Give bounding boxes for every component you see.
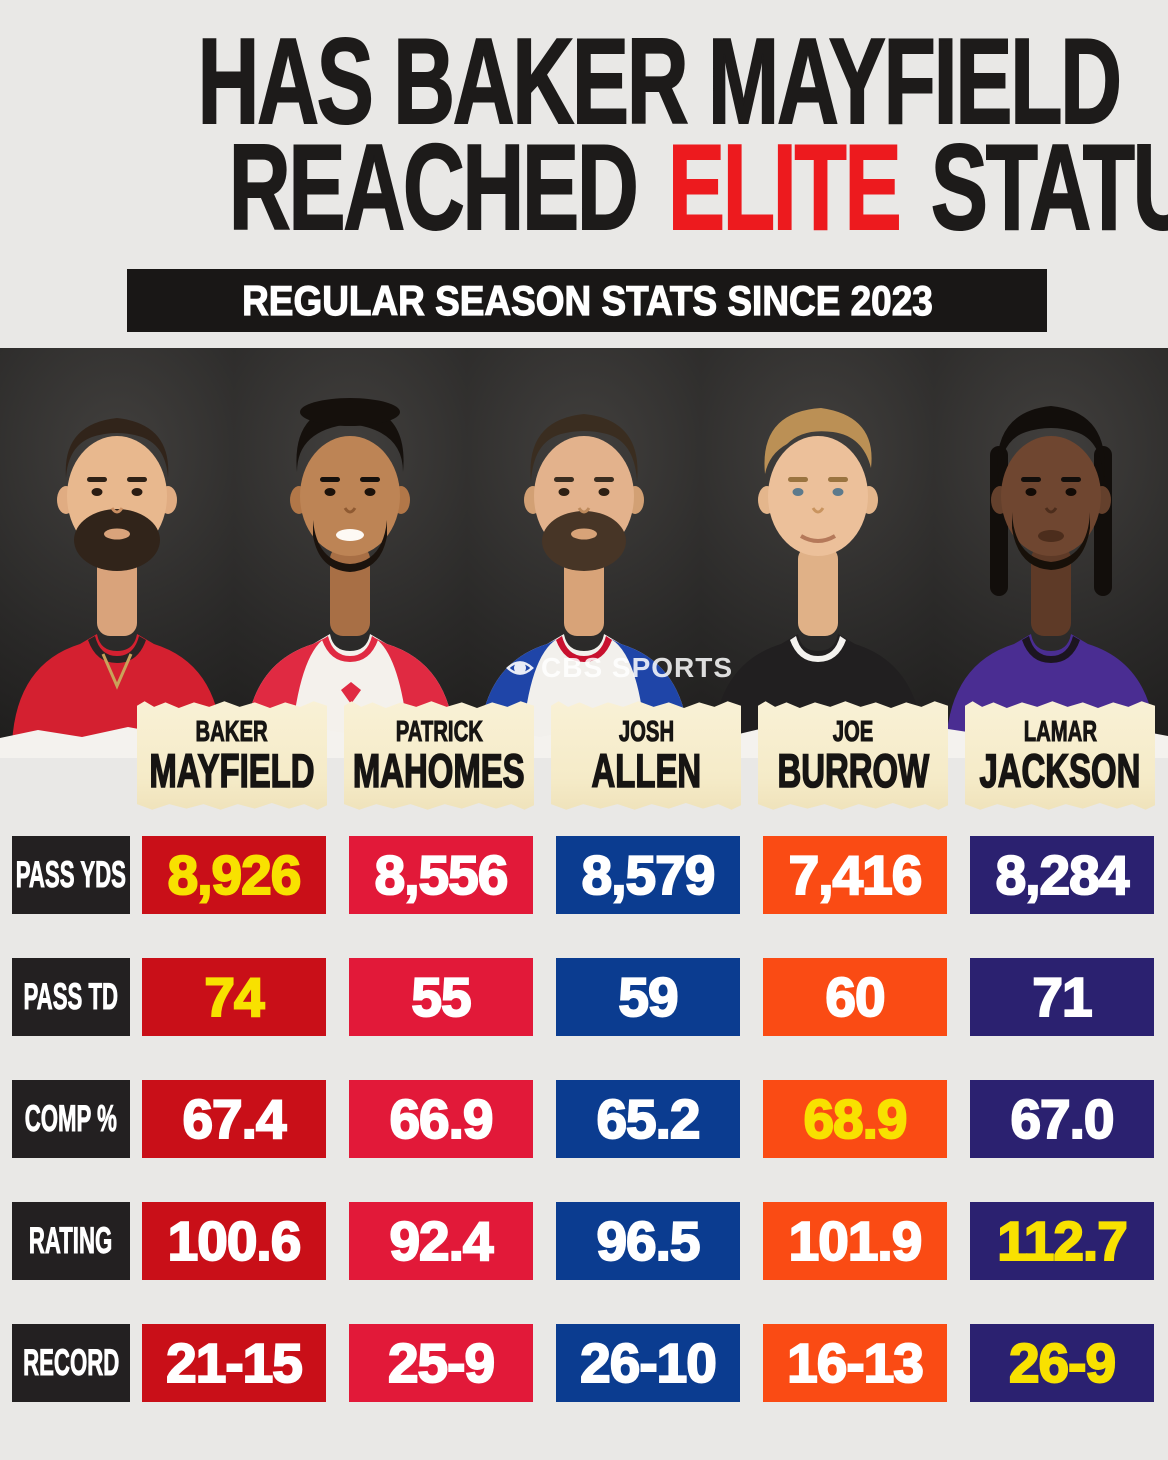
subtitle-bar: REGULAR SEASON STATS SINCE 2023: [127, 269, 1047, 332]
stat-rating-mahomes: 92.4: [349, 1202, 533, 1280]
stat-pass-td-mahomes: 55: [349, 958, 533, 1036]
title-line2-post: STATUS?: [930, 119, 1168, 255]
stat-record-mahomes: 25-9: [349, 1324, 533, 1402]
subtitle-text: REGULAR SEASON STATS SINCE 2023: [241, 276, 933, 324]
row-label-pass-yds: PASS YDS: [12, 836, 130, 914]
player-first-name: PATRICK: [395, 716, 483, 748]
stat-pass-yds-mayfield: 8,926: [142, 836, 326, 914]
stat-comp-pct-jackson: 67.0: [970, 1080, 1154, 1158]
player-first-name: JOE: [832, 716, 874, 748]
title-line-1: HAS BAKER MAYFIELD: [197, 13, 1123, 149]
page-title: HAS BAKER MAYFIELD REACHED ELITE STATUS?: [0, 13, 1168, 249]
row-label-rating: RATING: [12, 1202, 130, 1280]
row-label-record: RECORD: [12, 1324, 130, 1402]
row-label-comp-pct: COMP %: [12, 1080, 130, 1158]
player-photo-patrick-mahomes: [233, 348, 468, 742]
player-bust-illustration: [946, 406, 1157, 742]
stat-pass-yds-burrow: 7,416: [763, 836, 947, 914]
stat-pass-yds-allen: 8,579: [556, 836, 740, 914]
name-tag-baker-mayfield: BAKER MAYFIELD: [137, 701, 327, 810]
stat-record-mayfield: 21-15: [142, 1324, 326, 1402]
player-photo-joe-burrow: [700, 348, 935, 742]
title-elite-highlight: ELITE: [667, 119, 902, 255]
stat-rating-mayfield: 100.6: [142, 1202, 326, 1280]
watermark-text: CBS SPORTS: [541, 652, 734, 683]
player-last-name: MAHOMES: [353, 744, 526, 797]
player-first-name: JOSH: [618, 716, 674, 748]
row-label-pass-td: PASS TD: [12, 958, 130, 1036]
player-last-name: BURROW: [777, 744, 930, 797]
stat-comp-pct-allen: 65.2: [556, 1080, 740, 1158]
player-bust-illustration: [11, 418, 222, 742]
stat-pass-td-mayfield: 74: [142, 958, 326, 1036]
stat-record-allen: 26-10: [556, 1324, 740, 1402]
player-bust-illustration: [712, 408, 923, 742]
title-line-2: REACHED ELITE STATUS?: [0, 125, 1168, 249]
name-tag-lamar-jackson: LAMAR JACKSON: [965, 701, 1155, 810]
player-first-name: BAKER: [195, 716, 269, 748]
stat-pass-td-burrow: 60: [763, 958, 947, 1036]
player-photo-baker-mayfield: [0, 348, 234, 742]
player-last-name: JACKSON: [979, 744, 1141, 797]
player-last-name: MAYFIELD: [149, 744, 315, 797]
stat-rating-burrow: 101.9: [763, 1202, 947, 1280]
stat-rating-allen: 96.5: [556, 1202, 740, 1280]
player-first-name: LAMAR: [1023, 716, 1097, 748]
name-tag-joe-burrow: JOE BURROW: [758, 701, 948, 810]
title-line2-pre: REACHED: [228, 119, 639, 255]
name-tag-josh-allen: JOSH ALLEN: [551, 701, 741, 810]
stat-pass-yds-mahomes: 8,556: [349, 836, 533, 914]
cbs-eye-icon: [506, 661, 534, 675]
stat-pass-yds-jackson: 8,284: [970, 836, 1154, 914]
stat-record-jackson: 26-9: [970, 1324, 1154, 1402]
stat-record-burrow: 16-13: [763, 1324, 947, 1402]
name-tag-patrick-mahomes: PATRICK MAHOMES: [344, 701, 534, 810]
stat-comp-pct-mayfield: 67.4: [142, 1080, 326, 1158]
stat-pass-td-allen: 59: [556, 958, 740, 1036]
player-bust-illustration: [245, 398, 456, 742]
player-photo-lamar-jackson: [934, 348, 1168, 742]
stat-rating-jackson: 112.7: [970, 1202, 1154, 1280]
player-last-name: ALLEN: [591, 744, 702, 797]
stat-comp-pct-mahomes: 66.9: [349, 1080, 533, 1158]
stat-comp-pct-burrow: 68.9: [763, 1080, 947, 1158]
stat-pass-td-jackson: 71: [970, 958, 1154, 1036]
watermark: CBS SPORTS: [506, 652, 733, 684]
